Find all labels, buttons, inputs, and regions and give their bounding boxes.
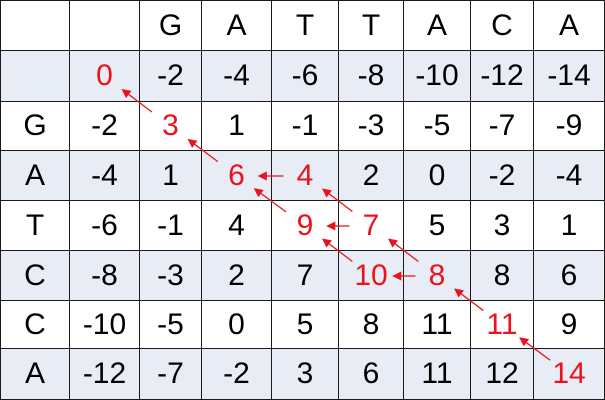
- traceback-path-cell: 3: [140, 102, 202, 151]
- traceback-path-cell: 0: [70, 51, 140, 102]
- score-cell: 12: [471, 349, 534, 400]
- score-cell: -2: [140, 51, 202, 102]
- column-header: C: [471, 0, 534, 51]
- traceback-path-cell: 9: [272, 201, 339, 251]
- score-cell: 5: [272, 301, 339, 349]
- row-header: C: [0, 251, 70, 301]
- score-cell: 8: [471, 251, 534, 301]
- score-cell: -4: [202, 51, 272, 102]
- score-cell: 3: [471, 201, 534, 251]
- score-cell: -3: [339, 102, 404, 151]
- score-cell: -2: [202, 349, 272, 400]
- column-header: A: [534, 0, 605, 51]
- score-cell: -4: [70, 151, 140, 201]
- score-cell: -2: [471, 151, 534, 201]
- score-cell: 5: [404, 201, 471, 251]
- row-header: T: [0, 201, 70, 251]
- score-cell: -8: [339, 51, 404, 102]
- score-cell: 1: [202, 102, 272, 151]
- score-cell: -7: [140, 349, 202, 400]
- score-cell: -5: [404, 102, 471, 151]
- score-cell: 1: [140, 151, 202, 201]
- row-header: A: [0, 151, 70, 201]
- score-cell: -6: [272, 51, 339, 102]
- traceback-path-cell: 4: [272, 151, 339, 201]
- score-cell: 8: [339, 301, 404, 349]
- traceback-path-cell: 8: [404, 251, 471, 301]
- score-cell: -5: [140, 301, 202, 349]
- traceback-path-cell: 7: [339, 201, 404, 251]
- row-header: A: [0, 349, 70, 400]
- score-cell: 0: [202, 301, 272, 349]
- score-cell: -6: [70, 201, 140, 251]
- score-cell: 4: [202, 201, 272, 251]
- score-cell: -12: [70, 349, 140, 400]
- score-cell: 2: [202, 251, 272, 301]
- row-header: G: [0, 102, 70, 151]
- score-cell: 9: [534, 301, 605, 349]
- column-header: G: [140, 0, 202, 51]
- score-cell: -3: [140, 251, 202, 301]
- column-header: A: [404, 0, 471, 51]
- score-cell: 6: [534, 251, 605, 301]
- score-cell: 2: [339, 151, 404, 201]
- row-header: [0, 51, 70, 102]
- score-cell: -12: [471, 51, 534, 102]
- column-header: A: [202, 0, 272, 51]
- traceback-path-cell: 14: [534, 349, 605, 400]
- column-header: T: [272, 0, 339, 51]
- traceback-path-cell: 10: [339, 251, 404, 301]
- score-cell: -1: [272, 102, 339, 151]
- score-cell: -10: [404, 51, 471, 102]
- score-cell: -1: [140, 201, 202, 251]
- score-cell: -2: [70, 102, 140, 151]
- score-cell: -8: [70, 251, 140, 301]
- score-cell: 1: [534, 201, 605, 251]
- score-cell: 0: [404, 151, 471, 201]
- row-header: C: [0, 301, 70, 349]
- column-header: [0, 0, 70, 51]
- score-cell: 7: [272, 251, 339, 301]
- score-cell: 3: [272, 349, 339, 400]
- score-cell: -4: [534, 151, 605, 201]
- score-cell: -14: [534, 51, 605, 102]
- score-cell: 11: [404, 301, 471, 349]
- column-header: [70, 0, 140, 51]
- score-cell: 11: [404, 349, 471, 400]
- traceback-path-cell: 11: [471, 301, 534, 349]
- score-cell: -10: [70, 301, 140, 349]
- traceback-path-cell: 6: [202, 151, 272, 201]
- score-cell: -7: [471, 102, 534, 151]
- score-cell: -9: [534, 102, 605, 151]
- score-cell: 6: [339, 349, 404, 400]
- column-header: T: [339, 0, 404, 51]
